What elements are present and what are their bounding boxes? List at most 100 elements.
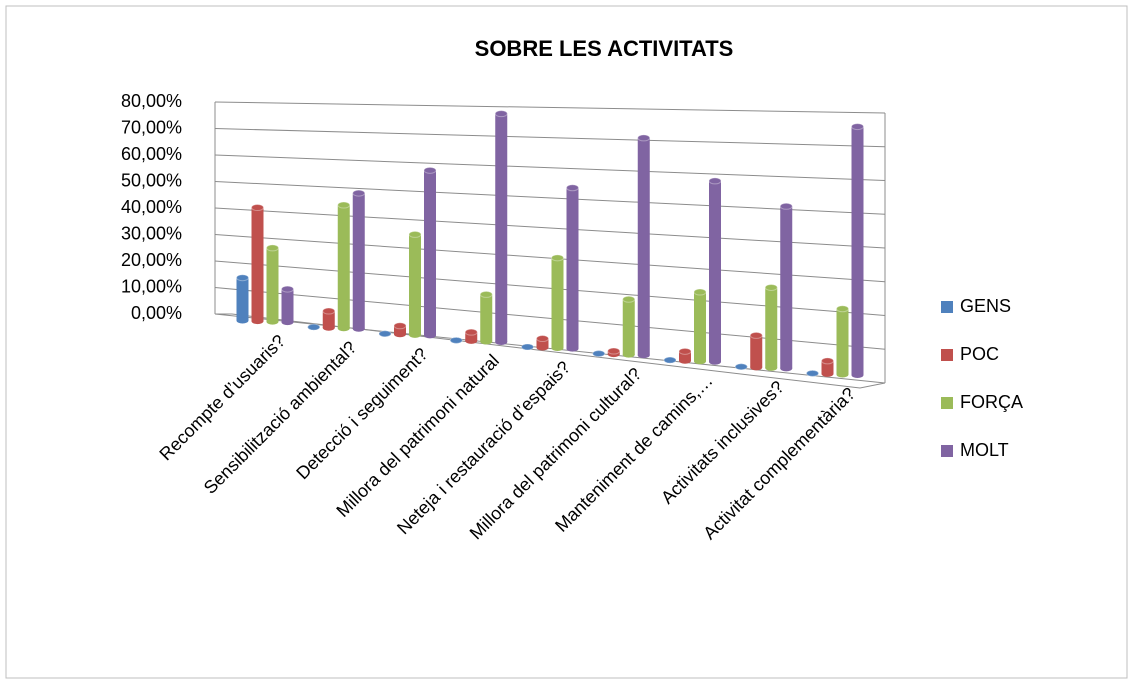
- cylinder-base: [709, 358, 721, 365]
- bar: [821, 360, 834, 374]
- bar: [480, 294, 493, 342]
- cylinder-top: [592, 350, 606, 358]
- y-tick-label: 20,00%: [121, 250, 182, 270]
- y-tick-label: 60,00%: [121, 144, 182, 164]
- legend-label: MOLT: [960, 440, 1009, 460]
- y-tick-label: 70,00%: [121, 117, 182, 137]
- cylinder: [622, 295, 636, 358]
- bar: [836, 308, 849, 375]
- cylinder-top: [393, 322, 407, 330]
- cylinder: [464, 328, 478, 344]
- grid-line: [214, 181, 886, 215]
- y-tick-label: 80,00%: [121, 91, 182, 111]
- cylinder: [266, 244, 279, 325]
- cylinder-base: [566, 345, 579, 352]
- cylinder-top: [637, 134, 651, 142]
- cylinder-top: [566, 184, 579, 192]
- cylinder-base: [495, 338, 508, 345]
- cylinder-base: [836, 371, 849, 378]
- bar: [281, 289, 294, 323]
- legend-label: GENS: [960, 296, 1011, 316]
- cylinder: [607, 347, 621, 358]
- cylinder-top: [708, 177, 722, 185]
- cylinder: [551, 254, 564, 352]
- cylinder-top: [266, 244, 279, 252]
- legend-swatch: [941, 349, 953, 361]
- cylinder-base: [352, 325, 365, 332]
- cylinder-base: [750, 364, 763, 371]
- cylinder: [592, 350, 606, 358]
- bar: [236, 277, 249, 321]
- cylinder: [449, 336, 463, 344]
- cylinder: [566, 184, 579, 352]
- cylinder-top: [764, 283, 778, 291]
- cylinder: [378, 330, 392, 338]
- cylinder: [734, 363, 748, 371]
- cylinder-base: [851, 372, 864, 379]
- cylinder: [521, 343, 534, 351]
- cylinder-top: [236, 274, 249, 282]
- bar: [780, 206, 793, 369]
- cylinder: [281, 285, 294, 326]
- cylinder-top: [408, 230, 422, 238]
- cylinder-base: [251, 318, 264, 325]
- cylinder-base: [821, 370, 834, 377]
- bar: [424, 170, 436, 336]
- cylinder: [322, 307, 336, 331]
- floor: [215, 313, 886, 389]
- cylinder: [836, 305, 849, 378]
- grid-line: [214, 234, 886, 283]
- cylinder-top: [449, 336, 463, 344]
- cylinder-top: [307, 323, 321, 331]
- cylinder-base: [322, 324, 335, 331]
- cylinder-top: [622, 295, 636, 303]
- cylinder: [678, 347, 692, 364]
- cylinder-base: [281, 319, 294, 326]
- bar: [765, 287, 778, 368]
- bar: [409, 234, 421, 335]
- bar: [637, 137, 650, 356]
- cylinder-base: [765, 364, 778, 371]
- cylinder-top: [281, 285, 294, 293]
- cylinder-base: [622, 351, 635, 358]
- cylinder-top: [851, 123, 864, 131]
- cylinder-base: [637, 352, 650, 359]
- cylinder-top: [779, 202, 793, 210]
- cylinder: [494, 110, 508, 345]
- cylinder: [337, 201, 351, 332]
- cylinder-base: [551, 345, 564, 352]
- bar: [337, 205, 350, 329]
- cylinder-top: [352, 189, 366, 197]
- y-tick-label: 50,00%: [121, 170, 182, 190]
- bar: [709, 180, 721, 362]
- cylinder-top: [607, 347, 621, 355]
- bar: [851, 126, 864, 376]
- cylinder: [708, 177, 722, 365]
- cylinder-base: [424, 332, 436, 339]
- cylinder: [352, 189, 366, 332]
- cylinder-top: [521, 343, 534, 351]
- cylinder-base: [266, 318, 279, 325]
- cylinder: [423, 166, 437, 339]
- cylinder-top: [479, 290, 493, 298]
- bar: [495, 113, 508, 342]
- bar: [394, 325, 406, 335]
- y-tick-label: 30,00%: [121, 223, 182, 243]
- y-tick-label: 10,00%: [121, 276, 182, 296]
- cylinder-base: [337, 325, 350, 332]
- cylinder-top: [337, 201, 351, 209]
- cylinder: [764, 283, 778, 371]
- bar: [694, 292, 706, 362]
- cylinder-top: [836, 305, 849, 313]
- cylinder: [851, 123, 864, 379]
- legend-swatch: [941, 445, 953, 457]
- bar: [251, 207, 264, 322]
- chart-title: SOBRE LES ACTIVITATS: [475, 36, 734, 61]
- cylinder-top: [464, 328, 478, 336]
- cylinder-top: [663, 356, 677, 364]
- legend-label: POC: [960, 344, 999, 364]
- cylinder-top: [734, 363, 748, 371]
- cylinder-top: [821, 357, 834, 365]
- cylinder-base: [780, 365, 793, 372]
